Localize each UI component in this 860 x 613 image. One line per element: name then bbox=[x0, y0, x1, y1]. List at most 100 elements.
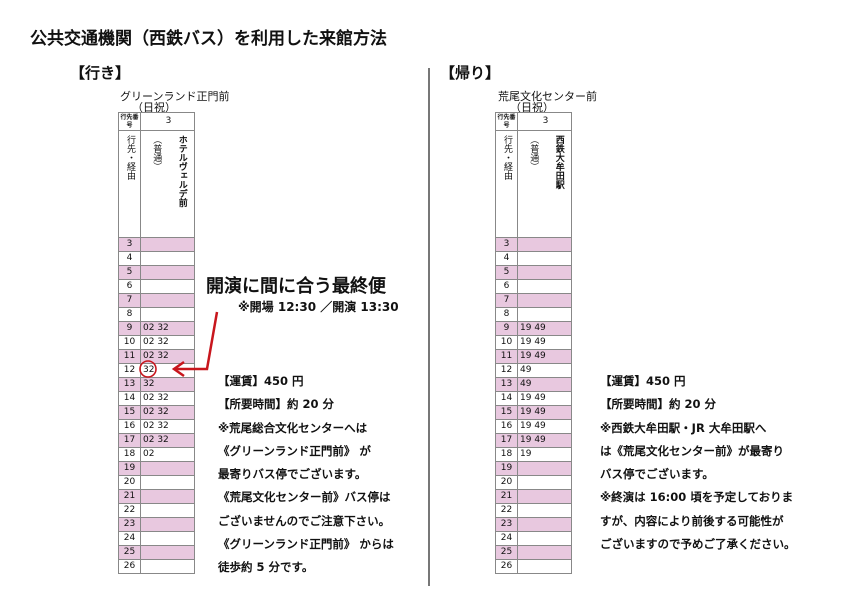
minutes-cell: 02 32 bbox=[140, 349, 195, 364]
divider bbox=[428, 68, 430, 586]
minutes-cell bbox=[517, 489, 572, 504]
note-line: 《荒尾文化センター前》バス停は bbox=[218, 490, 391, 505]
minutes-cell bbox=[140, 517, 195, 532]
note-line: すが、内容により前後する可能性が bbox=[600, 513, 784, 528]
note-line: ございませんのでご注意下さい。 bbox=[218, 513, 391, 528]
table-row: 25 bbox=[495, 545, 572, 560]
table-row: 14 02 32 bbox=[118, 391, 195, 406]
table-row: 11 02 32 bbox=[118, 349, 195, 364]
table-row: 18 02 bbox=[118, 447, 195, 462]
table-row: 17 02 32 bbox=[118, 433, 195, 448]
dest-type: （普通） bbox=[151, 135, 162, 171]
table-row: 23 bbox=[118, 517, 195, 532]
table-row: 16 02 32 bbox=[118, 419, 195, 434]
return-notes: 【運賃】450 円【所要時間】約 20 分 ※西鉄大牟田駅・JR 大牟田駅へは《荒… bbox=[600, 370, 796, 556]
page-title: 公共交通機関（西鉄バス）を利用した来館方法 bbox=[30, 29, 387, 49]
note-line: 【運賃】450 円 bbox=[218, 374, 304, 388]
hour-cell: 26 bbox=[118, 559, 141, 574]
table-row: 8 bbox=[118, 307, 195, 322]
note-line: バス停でございます。 bbox=[600, 467, 714, 482]
table-row: 6 bbox=[495, 279, 572, 294]
return-heading: 【帰り】 bbox=[440, 64, 501, 82]
table-row: 23 bbox=[495, 517, 572, 532]
table-row: 13 32 bbox=[118, 377, 195, 392]
return-stop-name: 荒尾文化センター前 （日祝） bbox=[498, 91, 597, 113]
hour-cell: 3 bbox=[495, 237, 518, 252]
last-bus-callout: 開演に間に合う最終便 bbox=[206, 276, 386, 297]
hour-cell: 21 bbox=[118, 489, 141, 504]
note-line: 最寄りバス停でございます。 bbox=[218, 467, 367, 482]
table-row: 14 19 49 bbox=[495, 391, 572, 406]
table-row: 19 bbox=[495, 461, 572, 476]
minutes-cell bbox=[517, 517, 572, 532]
table-row: 15 02 32 bbox=[118, 405, 195, 420]
outbound-timetable: 行先番号 3 行先・経由 （普通） ホテルヴェルデ前 3 4 5 6 7 8 9 02 32 10 02 3… bbox=[118, 112, 195, 574]
dest-name: ホテルヴェルデ前 bbox=[176, 135, 187, 207]
minutes-cell bbox=[140, 489, 195, 504]
minutes-cell bbox=[517, 237, 572, 252]
minutes-cell: 02 32 bbox=[140, 321, 195, 336]
hour-cell: 15 bbox=[495, 405, 518, 420]
note-line: ございますので予めご了承ください。 bbox=[600, 537, 796, 552]
dest-no-label: 行先番号 bbox=[118, 112, 141, 131]
hour-cell: 13 bbox=[495, 377, 518, 392]
day-label: （日祝） bbox=[132, 101, 176, 114]
minutes-cell bbox=[517, 545, 572, 560]
note-line: 《グリーンランド正門前》 からは bbox=[218, 537, 394, 552]
table-row: 25 bbox=[118, 545, 195, 560]
table-row: 20 bbox=[118, 475, 195, 490]
minutes-cell bbox=[517, 559, 572, 574]
minutes-cell: 19 49 bbox=[517, 321, 572, 336]
hour-cell: 13 bbox=[118, 377, 141, 392]
minutes-cell: 19 49 bbox=[517, 405, 572, 420]
table-row: 9 19 49 bbox=[495, 321, 572, 336]
minutes-cell: 49 bbox=[517, 377, 572, 392]
table-row: 13 49 bbox=[495, 377, 572, 392]
return-timetable: 行先番号 3 行先・経由 （普通） 西鉄大牟田駅 3 4 5 6 7 8 9 19 49 10 19 49 1… bbox=[495, 112, 572, 574]
minutes-cell: 02 32 bbox=[140, 405, 195, 420]
outbound-notes: 【運賃】450 円【所要時間】約 20 分 ※荒尾総合文化センターへは 《グリーンラ… bbox=[218, 370, 394, 580]
note-line: 【運賃】450 円 bbox=[600, 374, 686, 388]
table-row: 3 bbox=[495, 237, 572, 252]
highlight-circle bbox=[139, 360, 157, 378]
hour-cell: 5 bbox=[118, 265, 141, 280]
hour-cell: 19 bbox=[495, 461, 518, 476]
table-row: 24 bbox=[495, 531, 572, 546]
hour-cell: 17 bbox=[118, 433, 141, 448]
minutes-cell bbox=[140, 545, 195, 560]
note-line: 徒歩約 5 分です。 bbox=[218, 560, 314, 575]
note-line: は《荒尾文化センター前》が最寄り bbox=[600, 443, 784, 458]
stop-label: グリーンランド正門前 bbox=[120, 90, 230, 103]
hour-cell: 9 bbox=[495, 321, 518, 336]
note-line: 【所要時間】約 20 分 bbox=[600, 397, 717, 412]
table-row: 21 bbox=[495, 489, 572, 504]
show-times: ※開場 12:30 ／開演 13:30 bbox=[238, 300, 399, 314]
table-row: 26 bbox=[118, 559, 195, 574]
minutes-cell bbox=[140, 559, 195, 574]
dest-name: 西鉄大牟田駅 bbox=[553, 135, 564, 189]
day-label: （日祝） bbox=[510, 101, 554, 114]
hour-cell: 25 bbox=[495, 545, 518, 560]
minutes-cell bbox=[140, 265, 195, 280]
minutes-cell bbox=[140, 293, 195, 308]
stop-label: 荒尾文化センター前 bbox=[498, 90, 597, 103]
table-row: 4 bbox=[495, 251, 572, 266]
outbound-heading: 【行き】 bbox=[70, 64, 131, 82]
table-row: 9 02 32 bbox=[118, 321, 195, 336]
table-row: 21 bbox=[118, 489, 195, 504]
dest-type: （普通） bbox=[528, 135, 539, 171]
outbound-stop-name: グリーンランド正門前 （日祝） bbox=[120, 91, 229, 113]
minutes-cell bbox=[517, 461, 572, 476]
table-row: 7 bbox=[118, 293, 195, 308]
note-line: 【所要時間】約 20 分 bbox=[218, 397, 335, 412]
dest-label: 行先・経由 bbox=[125, 135, 135, 180]
hour-cell: 26 bbox=[495, 559, 518, 574]
note-line: 《グリーンランド正門前》 が bbox=[218, 443, 371, 458]
table-row: 26 bbox=[495, 559, 572, 574]
dest-label: 行先・経由 bbox=[502, 135, 512, 180]
note-line: ※西鉄大牟田駅・JR 大牟田駅へ bbox=[600, 420, 767, 435]
minutes-cell: 02 32 bbox=[140, 433, 195, 448]
hour-cell: 25 bbox=[118, 545, 141, 560]
